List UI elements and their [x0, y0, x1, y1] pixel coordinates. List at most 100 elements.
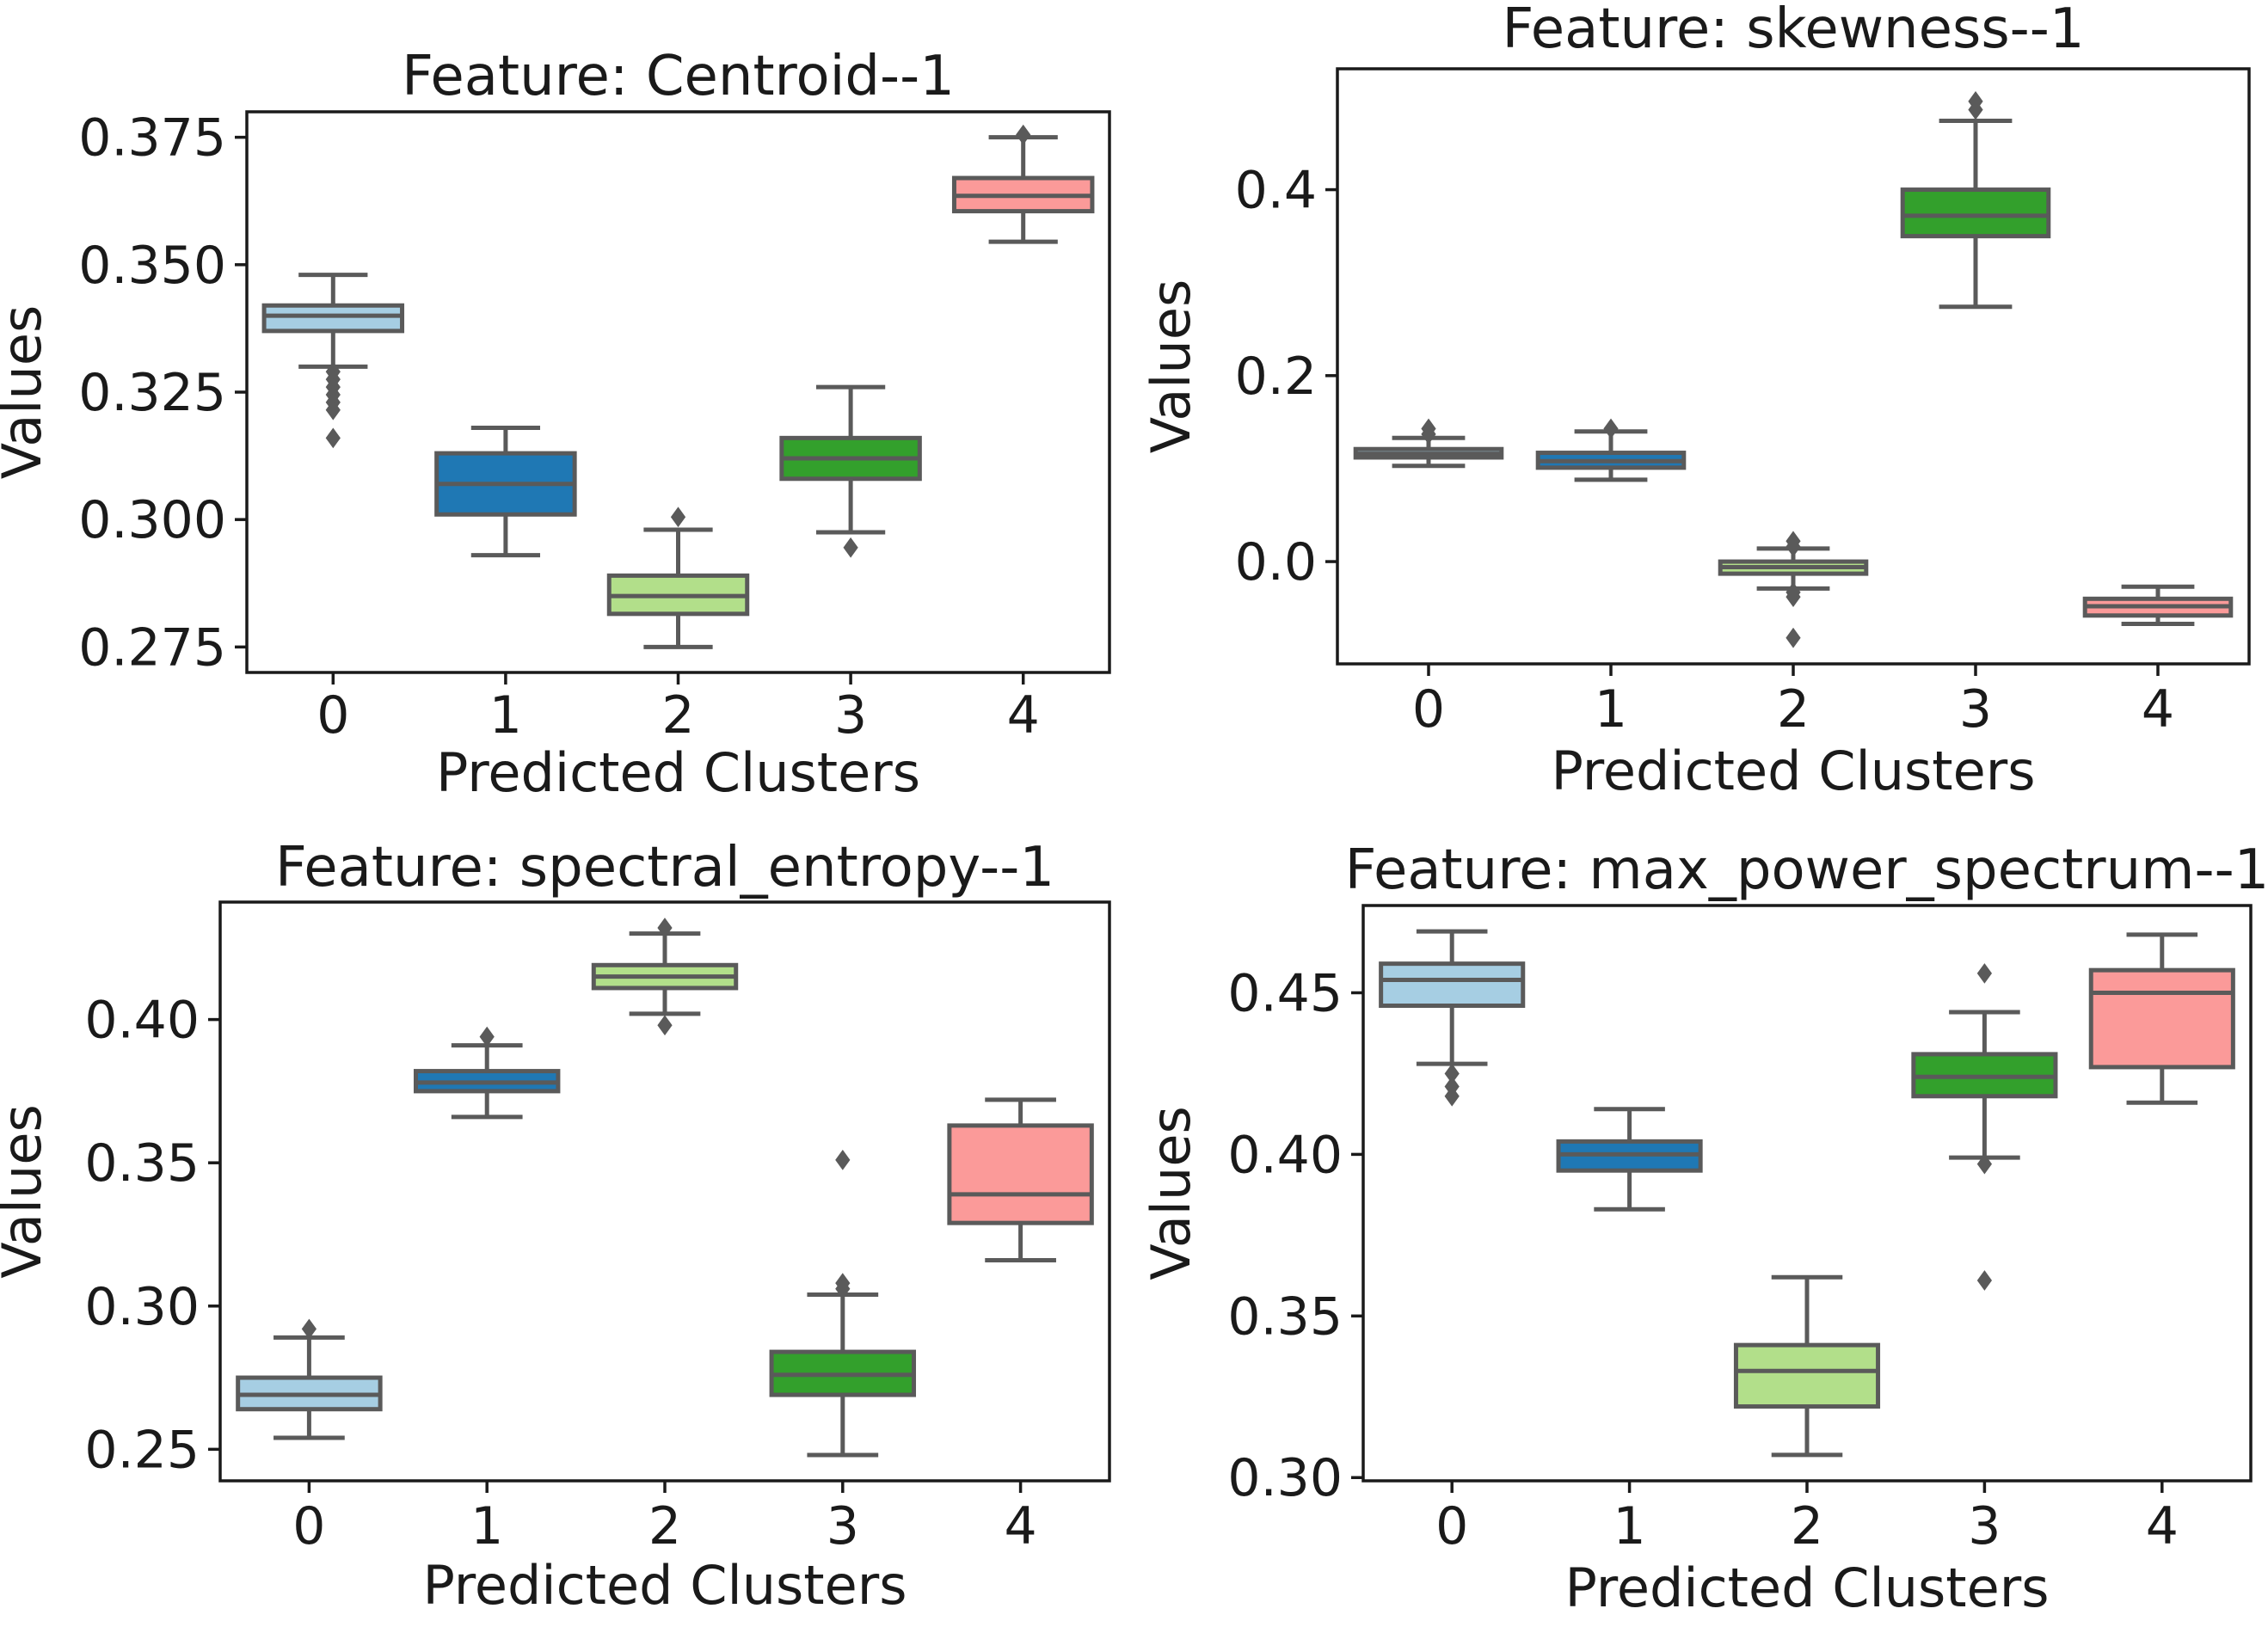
chart-title: Feature: spectral_entropy--1: [275, 836, 1054, 899]
outlier-point: [1786, 536, 1801, 557]
box-cluster-3: [769, 1150, 917, 1458]
x-tick-label: 4: [1007, 685, 1040, 746]
chart-3: Feature: max_power_spectrum--1 0.30 0.35 0.…: [1140, 838, 2268, 1619]
y-tick-label: 0.35: [84, 1133, 200, 1194]
y-tick-label: 0.2: [1235, 347, 1317, 407]
outlier-point: [1016, 124, 1031, 145]
y-axis-label: Values: [1140, 1106, 1202, 1280]
x-tick-label: 0: [292, 1496, 325, 1556]
box-cluster-0: [1379, 929, 1526, 1107]
x-tick-label: 1: [470, 1496, 503, 1556]
outlier-point: [1421, 424, 1436, 445]
y-tick-label: 0.325: [78, 363, 226, 423]
outlier-point: [657, 918, 673, 938]
outlier-point: [301, 1318, 317, 1340]
x-tick-label: 3: [1968, 1496, 2001, 1556]
chart-1: Feature: skewness--1 0.0 0.2 0.4 0 1 2 3 4 Predic…: [1140, 0, 2251, 802]
y-tick-label: 0.0: [1235, 532, 1317, 592]
y-tick-label: 0.40: [84, 991, 200, 1051]
y-tick-label: 0.35: [1227, 1286, 1343, 1347]
x-tick-label: 2: [1791, 1496, 1823, 1556]
x-tick-label: 0: [1412, 679, 1445, 740]
outlier-point: [479, 1026, 495, 1047]
outlier-point: [1976, 1270, 1993, 1291]
outlier-point: [843, 537, 858, 558]
x-tick-label: 2: [661, 685, 694, 746]
y-tick-label: 0.275: [78, 617, 226, 678]
outlier-point: [1976, 963, 1993, 984]
x-tick-label: 2: [648, 1496, 681, 1556]
x-tick-label: 4: [1005, 1496, 1037, 1556]
box-cluster-1: [413, 1026, 561, 1120]
x-axis-label: Predicted Clusters: [1564, 1556, 2049, 1619]
y-tick-label: 0.40: [1227, 1125, 1343, 1185]
x-axis-label: Predicted Clusters: [436, 741, 920, 804]
x-tick-label: 1: [1595, 679, 1627, 740]
iqr-box: [1379, 961, 1526, 1009]
outlier-point: [325, 399, 341, 421]
x-tick-label: 3: [827, 1496, 859, 1556]
iqr-box: [1733, 1342, 1881, 1409]
box-cluster-0: [261, 273, 405, 449]
y-axis-label: Values: [1140, 279, 1202, 454]
outlier-point: [1786, 627, 1801, 648]
y-tick-label: 0.45: [1227, 963, 1343, 1023]
box-cluster-1: [434, 425, 577, 558]
box-cluster-4: [951, 124, 1095, 244]
box-cluster-4: [2082, 584, 2234, 627]
outlier-point: [1976, 1153, 1993, 1175]
box-cluster-4: [947, 1097, 1094, 1262]
box-cluster-2: [1733, 1274, 1881, 1458]
x-tick-label: 4: [2142, 679, 2174, 740]
x-axis-label: Predicted Clusters: [1551, 740, 2035, 802]
y-tick-label: 0.25: [84, 1420, 200, 1480]
y-axis-label: Values: [0, 1104, 53, 1279]
iqr-box: [261, 303, 405, 334]
x-axis-label: Predicted Clusters: [422, 1554, 907, 1617]
x-tick-label: 2: [1777, 679, 1810, 740]
y-tick-label: 0.4: [1235, 161, 1317, 221]
x-tick-label: 0: [317, 685, 349, 746]
box-cluster-0: [1353, 418, 1504, 469]
outlier-point: [1444, 1085, 1460, 1107]
box-cluster-3: [1911, 963, 2058, 1291]
y-tick-label: 0.350: [78, 236, 226, 296]
x-tick-label: 4: [2146, 1496, 2179, 1556]
chart-title: Feature: max_power_spectrum--1: [1345, 838, 2268, 902]
x-tick-label: 3: [1959, 679, 1992, 740]
box-cluster-0: [236, 1318, 383, 1440]
box-cluster-3: [1900, 90, 2051, 310]
y-axis-label: Values: [0, 305, 53, 480]
chart-2: Feature: spectral_entropy--1 0.25 0.30 0.35…: [0, 836, 1111, 1617]
outlier-point: [325, 427, 341, 449]
outlier-point: [1786, 586, 1801, 608]
y-tick-label: 0.30: [84, 1277, 200, 1337]
y-tick-label: 0.300: [78, 490, 226, 550]
y-tick-label: 0.30: [1227, 1448, 1343, 1508]
box-cluster-1: [1535, 418, 1687, 482]
box-cluster-2: [1718, 531, 1869, 648]
x-tick-label: 1: [489, 685, 522, 746]
box-cluster-1: [1556, 1107, 1703, 1212]
box-cluster-4: [2088, 932, 2235, 1105]
box-cluster-3: [779, 384, 922, 558]
chart-0: Feature: Centroid--1 0.275 0.300 0.325 0.350…: [0, 45, 1111, 804]
x-tick-label: 3: [834, 685, 867, 746]
iqr-box: [1900, 187, 2051, 239]
chart-title: Feature: skewness--1: [1502, 0, 2084, 61]
outlier-point: [835, 1278, 851, 1299]
outlier-point: [835, 1150, 851, 1170]
box-cluster-2: [591, 918, 739, 1036]
iqr-box: [947, 1123, 1094, 1225]
y-tick-label: 0.375: [78, 108, 226, 169]
x-tick-label: 1: [1613, 1496, 1646, 1556]
outlier-point: [1603, 418, 1619, 439]
outlier-point: [657, 1015, 673, 1036]
x-tick-label: 0: [1435, 1496, 1468, 1556]
iqr-box: [2088, 967, 2235, 1070]
chart-title: Feature: Centroid--1: [402, 45, 955, 108]
box-cluster-2: [606, 507, 750, 649]
outlier-point: [1968, 99, 1983, 120]
outlier-point: [670, 507, 686, 528]
